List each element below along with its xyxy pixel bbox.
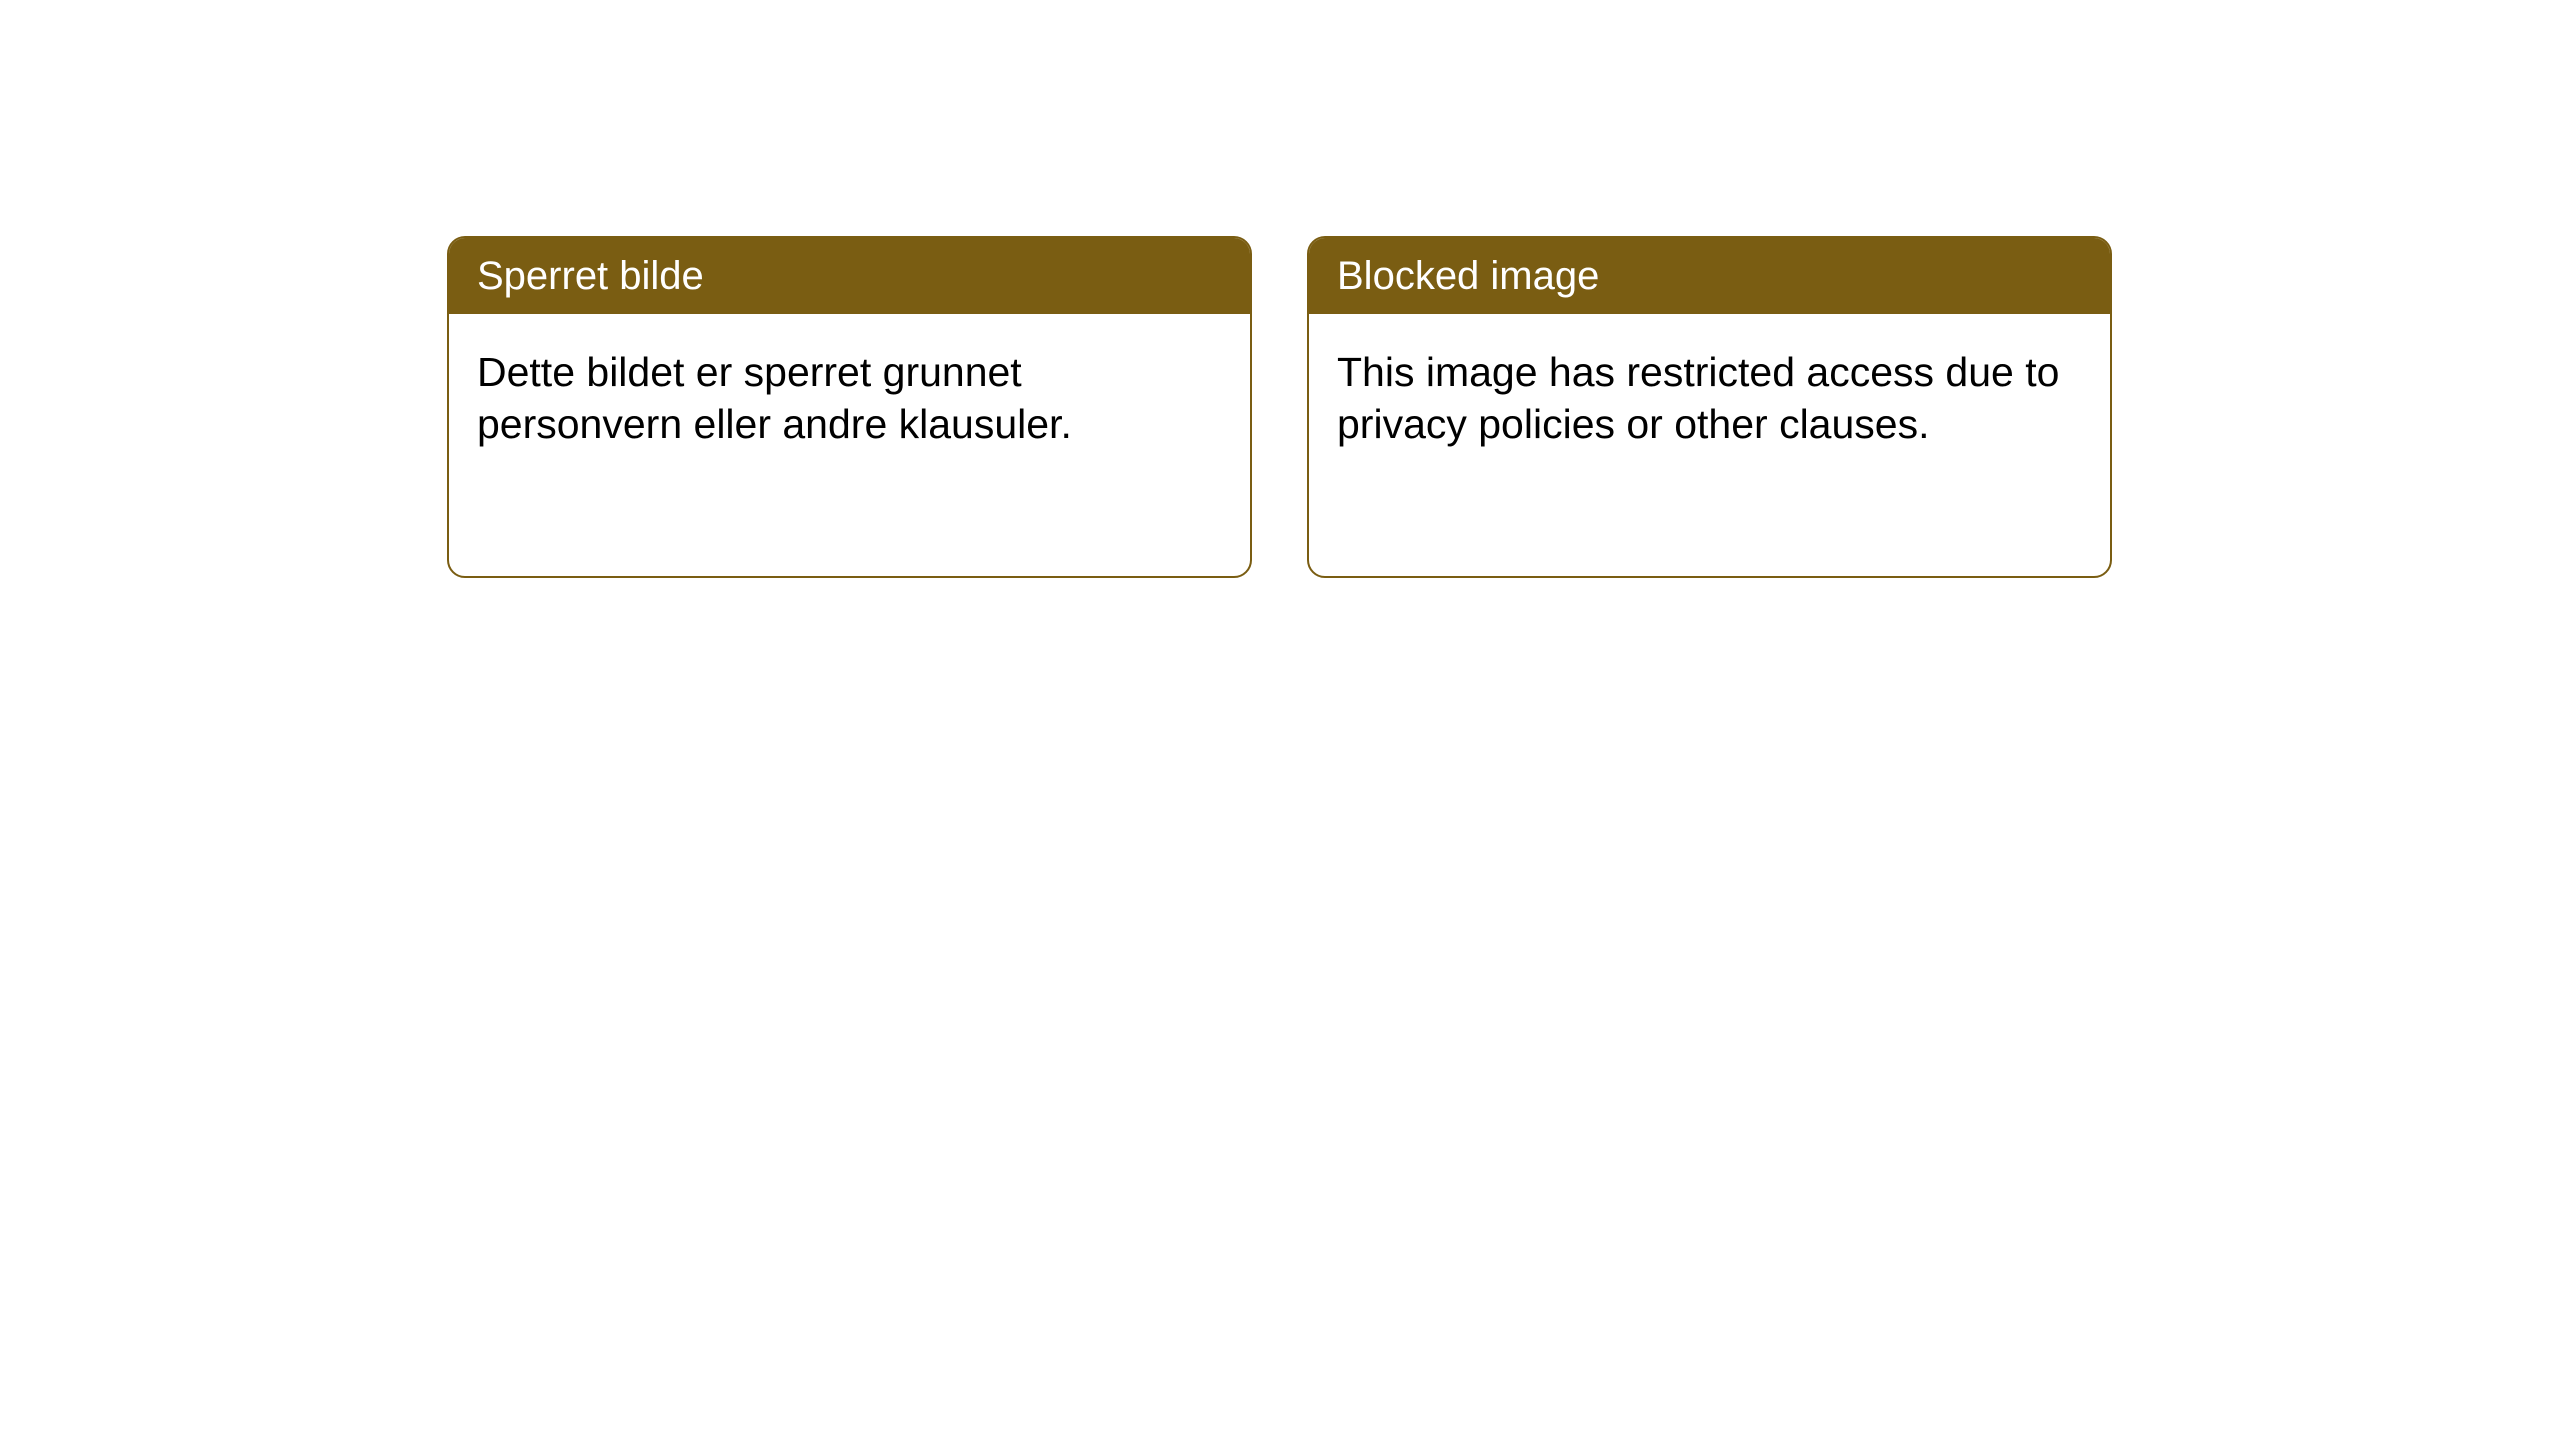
notice-card-english: Blocked image This image has restricted …: [1307, 236, 2112, 578]
card-body-text: This image has restricted access due to …: [1337, 349, 2059, 447]
notice-card-norwegian: Sperret bilde Dette bildet er sperret gr…: [447, 236, 1252, 578]
card-body: This image has restricted access due to …: [1309, 314, 2110, 483]
card-title: Blocked image: [1337, 254, 1599, 298]
card-header: Blocked image: [1309, 238, 2110, 314]
card-title: Sperret bilde: [477, 254, 704, 298]
notice-cards-container: Sperret bilde Dette bildet er sperret gr…: [447, 236, 2112, 578]
card-body-text: Dette bildet er sperret grunnet personve…: [477, 349, 1072, 447]
card-header: Sperret bilde: [449, 238, 1250, 314]
card-body: Dette bildet er sperret grunnet personve…: [449, 314, 1250, 483]
